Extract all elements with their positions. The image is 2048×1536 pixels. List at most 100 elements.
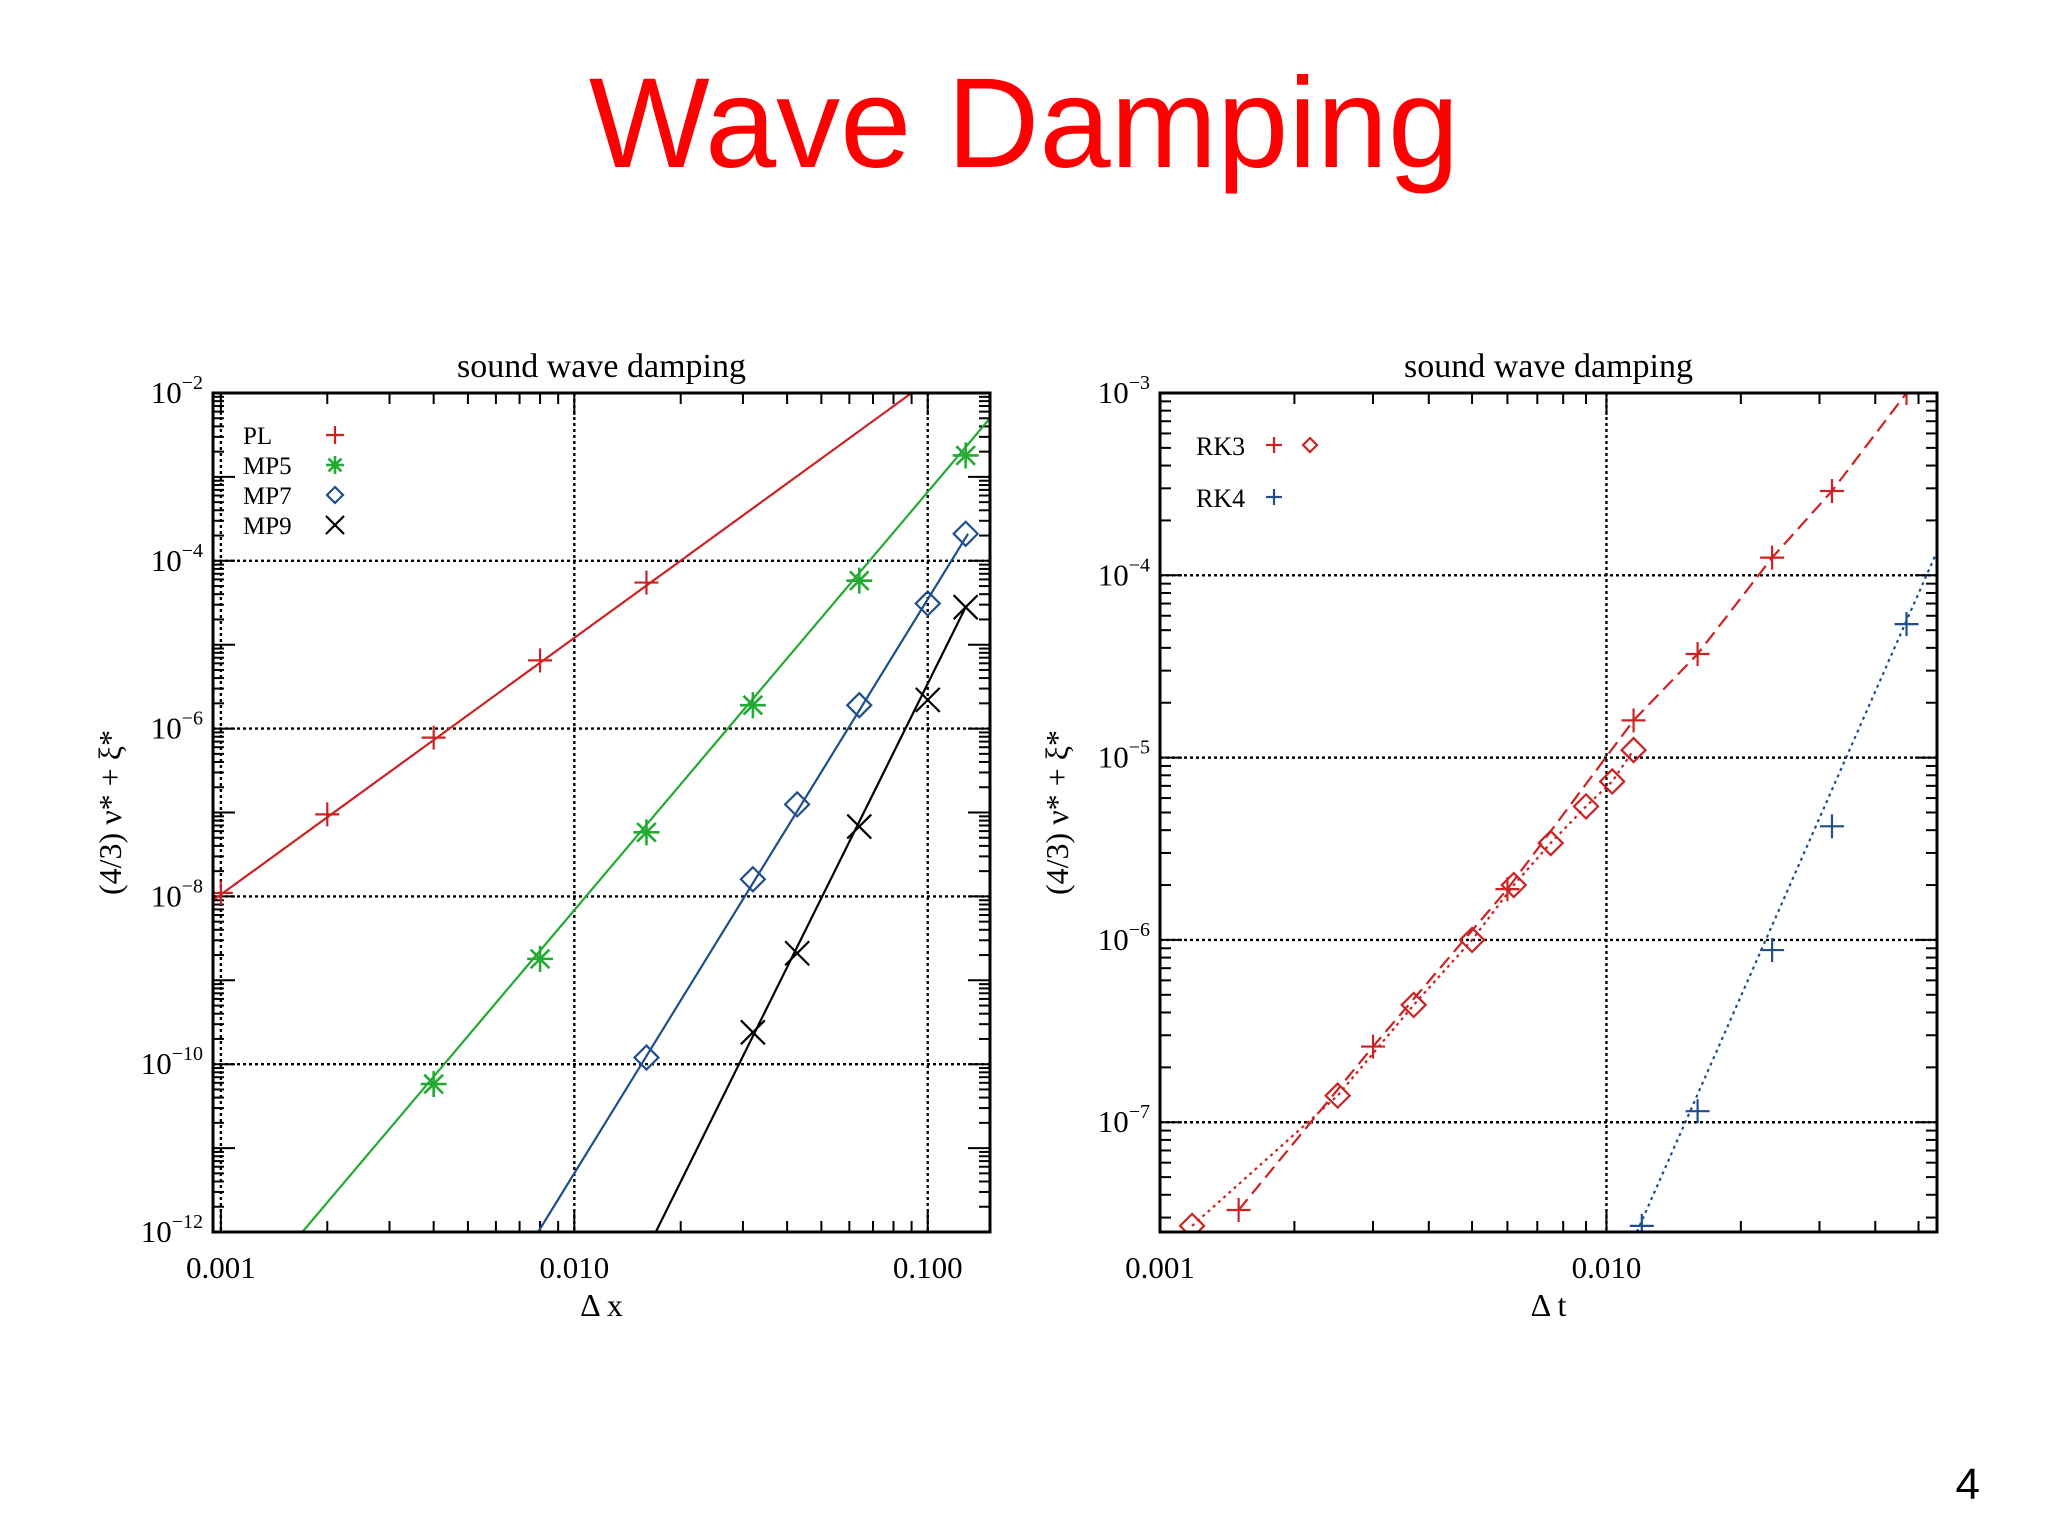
data-point bbox=[846, 813, 873, 840]
data-point bbox=[1458, 926, 1486, 954]
data-point bbox=[914, 589, 942, 618]
fit-line bbox=[537, 533, 969, 1232]
fit-line bbox=[213, 393, 913, 902]
series-mp9 bbox=[654, 594, 979, 1232]
x-tick-label: 0.010 bbox=[1572, 1250, 1642, 1285]
data-point bbox=[952, 442, 979, 469]
legend-marker bbox=[1301, 436, 1319, 454]
axis-ticks bbox=[213, 392, 990, 1233]
axis-ticks bbox=[1159, 392, 1937, 1232]
data-point bbox=[952, 520, 980, 548]
x-axis-label: Δ x bbox=[580, 1287, 623, 1323]
data-point bbox=[846, 567, 873, 594]
data-point bbox=[952, 594, 979, 620]
y-tick-label: 10−6 bbox=[151, 708, 203, 746]
legend-label: RK4 bbox=[1196, 484, 1245, 513]
x-tick-label: 0.001 bbox=[1125, 1250, 1195, 1285]
y-axis-label: (4/3) ν* + ξ* bbox=[1039, 730, 1075, 895]
legend-label: PL bbox=[243, 423, 272, 450]
x-tick-label: 0.100 bbox=[893, 1250, 963, 1285]
data-point bbox=[1500, 871, 1528, 899]
data-point bbox=[1629, 1213, 1654, 1232]
data-point bbox=[1621, 708, 1646, 733]
plot-frame bbox=[211, 391, 992, 1234]
data-point bbox=[1894, 612, 1919, 637]
data-point bbox=[1760, 938, 1785, 963]
y-tick-label: 10−3 bbox=[1098, 372, 1150, 410]
series-mp7 bbox=[537, 520, 980, 1232]
series-line bbox=[1237, 393, 1908, 1211]
data-point bbox=[213, 880, 233, 905]
data-point bbox=[1819, 479, 1844, 504]
legend-marker bbox=[325, 485, 345, 505]
data-point bbox=[1685, 642, 1710, 667]
data-point bbox=[740, 1019, 766, 1046]
slide-title: Wave Damping bbox=[588, 52, 1460, 195]
series-rk3- bbox=[1226, 393, 1919, 1223]
data-point bbox=[783, 790, 811, 818]
y-axis-label: (4/3) ν* + ξ* bbox=[92, 730, 128, 895]
x-tick-label: 0.010 bbox=[539, 1250, 609, 1285]
x-axis-label: Δ t bbox=[1531, 1287, 1567, 1323]
y-tick-label: 10−5 bbox=[1098, 737, 1150, 775]
series-rk4 bbox=[1629, 551, 1937, 1232]
data-point bbox=[633, 819, 660, 846]
data-point bbox=[528, 648, 553, 673]
legend-label: MP7 bbox=[243, 483, 292, 510]
data-point bbox=[1819, 814, 1844, 839]
y-tick-label: 10−7 bbox=[1098, 1101, 1150, 1139]
chart-2: sound wave damping 0.001 0.010 10−3 10−4 10−5… bbox=[1039, 348, 1939, 1323]
data-point bbox=[1620, 736, 1648, 764]
data-point bbox=[739, 692, 766, 719]
y-tick-label: 10−12 bbox=[141, 1211, 203, 1249]
data-point bbox=[1537, 829, 1565, 857]
data-point bbox=[1685, 1099, 1710, 1124]
data-point bbox=[1226, 1198, 1251, 1223]
series-pl bbox=[213, 393, 913, 905]
data-point bbox=[739, 865, 767, 893]
legend: RK3 RK4 bbox=[1196, 432, 1319, 513]
data-point bbox=[421, 725, 446, 750]
data-point bbox=[1760, 545, 1785, 570]
data-point bbox=[1324, 1082, 1352, 1110]
data-point bbox=[1598, 767, 1626, 796]
data-point bbox=[634, 570, 659, 595]
data-point bbox=[784, 940, 810, 967]
x-tick-label: 0.001 bbox=[186, 1250, 256, 1285]
data-point bbox=[527, 945, 554, 972]
legend-marker bbox=[1266, 437, 1282, 453]
y-tick-label: 10−4 bbox=[1098, 554, 1150, 592]
legend-marker bbox=[326, 456, 344, 474]
y-tick-label: 10−2 bbox=[151, 372, 203, 410]
grid-lines bbox=[213, 391, 990, 1234]
series-mp5 bbox=[301, 417, 990, 1232]
legend-label: MP5 bbox=[243, 453, 292, 480]
data-point bbox=[1495, 877, 1520, 902]
chart-title: sound wave damping bbox=[1404, 348, 1693, 385]
chart-1: sound wave damping 0.001 0.010 0.100 10−2 10−… bbox=[92, 348, 992, 1323]
fit-line bbox=[654, 606, 967, 1232]
y-tick-label: 10−4 bbox=[151, 540, 203, 578]
legend-marker bbox=[326, 426, 344, 444]
series-rk3- bbox=[1178, 736, 1648, 1232]
chart-title: sound wave damping bbox=[457, 348, 746, 385]
data-point bbox=[420, 1071, 447, 1098]
legend: PL MP5 MP7 MP9 bbox=[243, 423, 345, 540]
fit-line bbox=[1635, 551, 1937, 1232]
legend-label: MP9 bbox=[243, 513, 292, 540]
legend-label: RK3 bbox=[1196, 432, 1245, 461]
plot-frame bbox=[1158, 391, 1939, 1234]
series-line bbox=[1191, 749, 1635, 1227]
y-tick-label: 10−10 bbox=[141, 1043, 203, 1081]
data-point bbox=[315, 802, 340, 827]
data-point bbox=[914, 687, 941, 713]
data-point bbox=[1894, 393, 1919, 405]
legend-marker bbox=[325, 515, 345, 535]
grid-lines bbox=[1158, 391, 1937, 1232]
data-point bbox=[845, 691, 873, 719]
data-point bbox=[1572, 792, 1600, 820]
page-number: 4 bbox=[1955, 1460, 1980, 1509]
data-point bbox=[1361, 1034, 1386, 1059]
y-tick-label: 10−8 bbox=[151, 875, 203, 913]
